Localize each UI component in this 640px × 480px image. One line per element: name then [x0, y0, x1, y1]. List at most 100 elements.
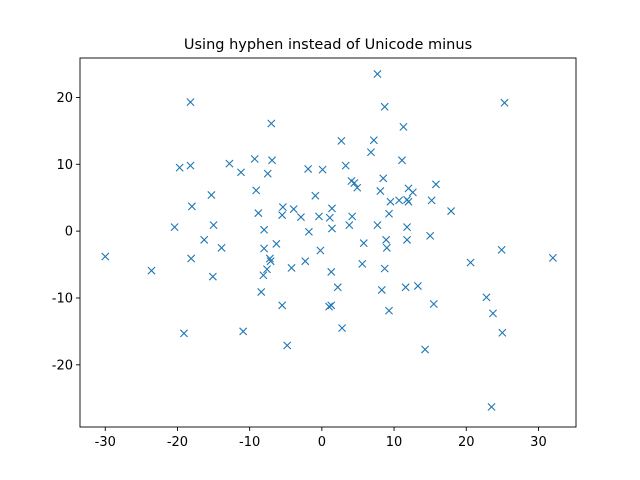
data-point: [266, 257, 275, 266]
x-marker: [257, 287, 266, 296]
data-point: [373, 221, 382, 230]
x-marker: [311, 191, 320, 200]
data-point: [209, 221, 218, 230]
data-point: [377, 285, 386, 294]
data-point: [333, 283, 342, 292]
x-marker: [278, 301, 287, 310]
x-marker: [272, 239, 281, 248]
x-marker: [265, 254, 274, 263]
data-points: [101, 70, 557, 411]
x-marker: [318, 165, 327, 174]
x-marker: [187, 202, 196, 211]
x-marker: [380, 264, 389, 273]
x-marker: [385, 209, 393, 218]
x-marker: [278, 203, 287, 212]
data-point: [260, 244, 269, 253]
data-point: [382, 235, 391, 244]
data-point: [385, 209, 393, 218]
x-marker: [175, 163, 184, 172]
data-point: [386, 197, 395, 206]
x-marker: [170, 223, 179, 232]
x-marker: [239, 327, 248, 336]
data-point: [311, 191, 320, 200]
data-point: [260, 225, 269, 234]
data-point: [257, 287, 266, 296]
data-point: [314, 212, 323, 221]
data-point: [278, 301, 287, 310]
data-point: [500, 98, 509, 107]
data-point: [283, 341, 292, 350]
x-marker: [358, 259, 367, 268]
data-point: [278, 203, 287, 212]
data-point: [403, 223, 412, 232]
x-marker: [333, 283, 342, 292]
x-marker: [325, 213, 334, 222]
data-point: [447, 207, 456, 216]
x-marker: [421, 345, 430, 354]
x-marker: [325, 302, 334, 311]
data-point: [359, 239, 368, 248]
x-marker: [304, 227, 313, 236]
x-marker: [101, 252, 110, 261]
x-marker: [314, 212, 323, 221]
x-marker: [488, 309, 497, 318]
x-marker: [413, 281, 422, 290]
x-marker: [376, 187, 385, 196]
x-marker: [482, 293, 491, 302]
y-tick-label: -10: [52, 291, 73, 306]
x-marker: [466, 258, 475, 267]
data-point: [337, 136, 346, 145]
x-marker: [395, 196, 404, 205]
x-marker: [289, 205, 298, 214]
data-point: [399, 122, 408, 131]
data-point: [341, 161, 350, 170]
data-point: [380, 102, 389, 111]
data-point: [304, 164, 313, 173]
x-marker: [186, 98, 195, 107]
data-point: [421, 345, 430, 354]
x-marker: [369, 136, 378, 145]
data-point: [327, 224, 336, 233]
x-marker: [252, 186, 261, 195]
x-marker: [386, 197, 395, 206]
x-marker: [179, 329, 188, 338]
x-marker: [225, 159, 234, 168]
x-marker: [408, 188, 417, 197]
x-marker: [208, 272, 217, 281]
x-marker: [259, 271, 268, 280]
data-point: [301, 257, 310, 266]
data-point: [401, 283, 410, 292]
x-marker: [147, 266, 156, 275]
data-point: [482, 293, 491, 302]
data-point: [265, 254, 274, 263]
data-point: [208, 272, 217, 281]
data-point: [497, 245, 506, 254]
x-marker: [426, 231, 435, 240]
data-point: [239, 327, 248, 336]
x-marker: [327, 224, 336, 233]
data-point: [548, 253, 557, 262]
data-point: [267, 119, 276, 128]
x-marker: [429, 300, 438, 308]
x-marker: [327, 267, 336, 276]
data-point: [380, 264, 389, 273]
x-marker: [187, 254, 196, 263]
data-point: [268, 156, 277, 165]
data-point: [403, 235, 412, 244]
x-marker: [296, 213, 305, 222]
x-marker: [366, 148, 375, 157]
x-marker: [338, 324, 347, 333]
data-point: [296, 213, 305, 222]
x-marker: [399, 122, 408, 131]
data-point: [325, 302, 334, 311]
data-point: [382, 243, 391, 252]
data-point: [327, 204, 336, 213]
data-point: [408, 188, 417, 197]
x-marker: [278, 211, 287, 220]
x-marker: [301, 257, 310, 266]
x-marker: [497, 245, 506, 254]
data-point: [147, 266, 156, 275]
x-marker: [498, 328, 507, 337]
data-point: [187, 254, 196, 263]
